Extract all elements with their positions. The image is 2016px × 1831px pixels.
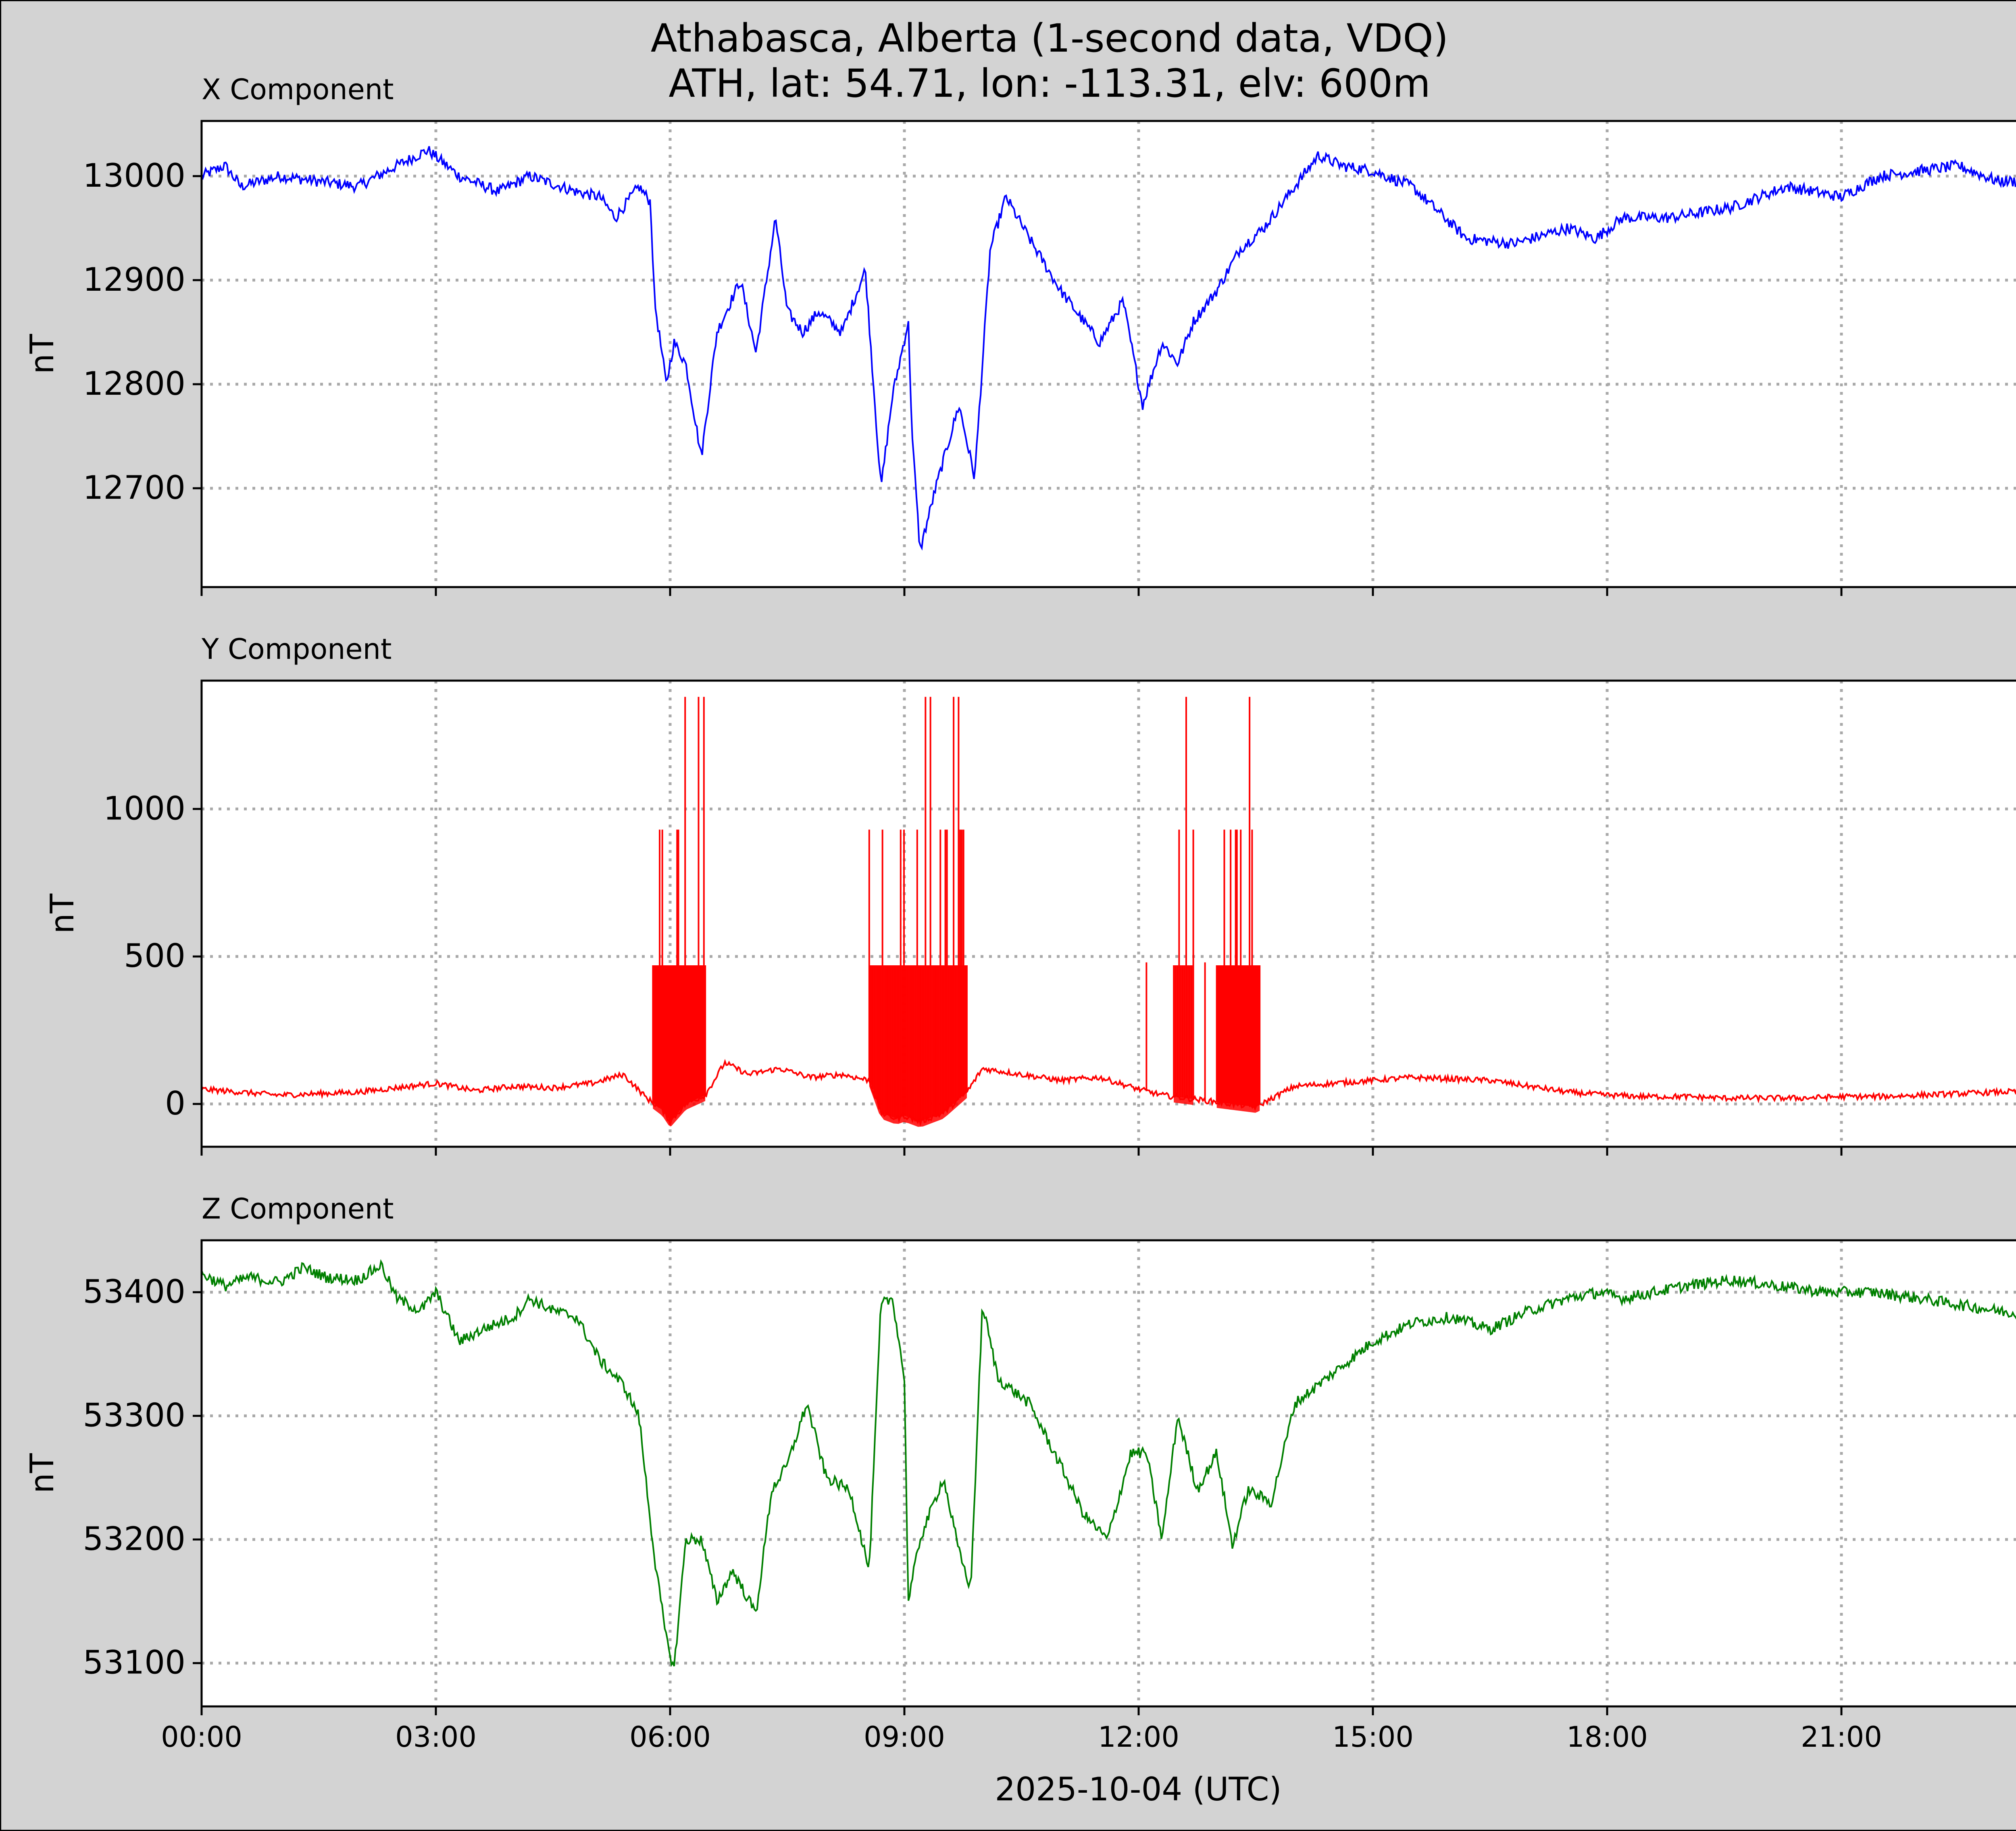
x-tick-label: 09:00 <box>864 1721 945 1754</box>
y-tick-label: 12800 <box>83 365 186 402</box>
x-tick-label: 00:00 <box>161 1721 242 1754</box>
panel-x-component: X Component 12700 12800 12900 13000 nT <box>23 73 2016 596</box>
y-axis-label: nT <box>23 1453 61 1494</box>
series-line <box>201 146 2016 551</box>
y-axis-label: nT <box>44 893 81 934</box>
y-tick-label: 53300 <box>83 1396 186 1434</box>
plot-area <box>202 1240 2016 1706</box>
figure-title: Athabasca, Alberta (1-second data, VDQ) <box>651 16 1448 61</box>
x-tick-label: 18:00 <box>1566 1721 1648 1754</box>
plot-area <box>202 681 2016 1147</box>
series-line <box>201 1059 2016 1127</box>
x-tick-label: 21:00 <box>1801 1721 1882 1754</box>
x-tick-label: 15:00 <box>1332 1721 1414 1754</box>
y-tick-label: 500 <box>124 937 185 975</box>
x-tick-label: 03:00 <box>395 1721 477 1754</box>
y-tick-label: 53200 <box>83 1520 186 1558</box>
x-axis-label: 2025-10-04 (UTC) <box>995 1771 1281 1808</box>
panel-z-component: Z Component 00:00 03:00 06:00 09:00 12:00 15:0… <box>23 1192 2016 1754</box>
panel-title: Z Component <box>202 1192 394 1225</box>
spike-burst-fill <box>1216 965 1260 1113</box>
panel-title: Y Component <box>201 633 392 666</box>
spike-burst-fill <box>869 965 967 1127</box>
x-tick-label: 12:00 <box>1098 1721 1179 1754</box>
y-tick-label: 12900 <box>83 261 186 298</box>
x-tick-label: 06:00 <box>629 1721 711 1754</box>
plot-area <box>202 121 2016 587</box>
y-tick-label: 12700 <box>83 469 186 506</box>
y-tick-label: 1000 <box>103 789 185 827</box>
y-axis-label: nT <box>23 333 61 374</box>
spike-burst-fill <box>1174 965 1193 1105</box>
y-tick-label: 53400 <box>83 1273 186 1310</box>
panel-y-component: Y Component 0 500 1000 nT <box>44 633 2016 1156</box>
y-tick-label: 53100 <box>83 1644 186 1681</box>
spike-burst-fill <box>653 965 706 1127</box>
panel-title: X Component <box>202 73 394 106</box>
y-tick-label: 13000 <box>83 157 186 194</box>
y-tick-label: 0 <box>165 1085 185 1122</box>
series-line <box>201 1259 2016 1667</box>
figure-subtitle: ATH, lat: 54.71, lon: -113.31, elv: 600m <box>669 61 1431 106</box>
